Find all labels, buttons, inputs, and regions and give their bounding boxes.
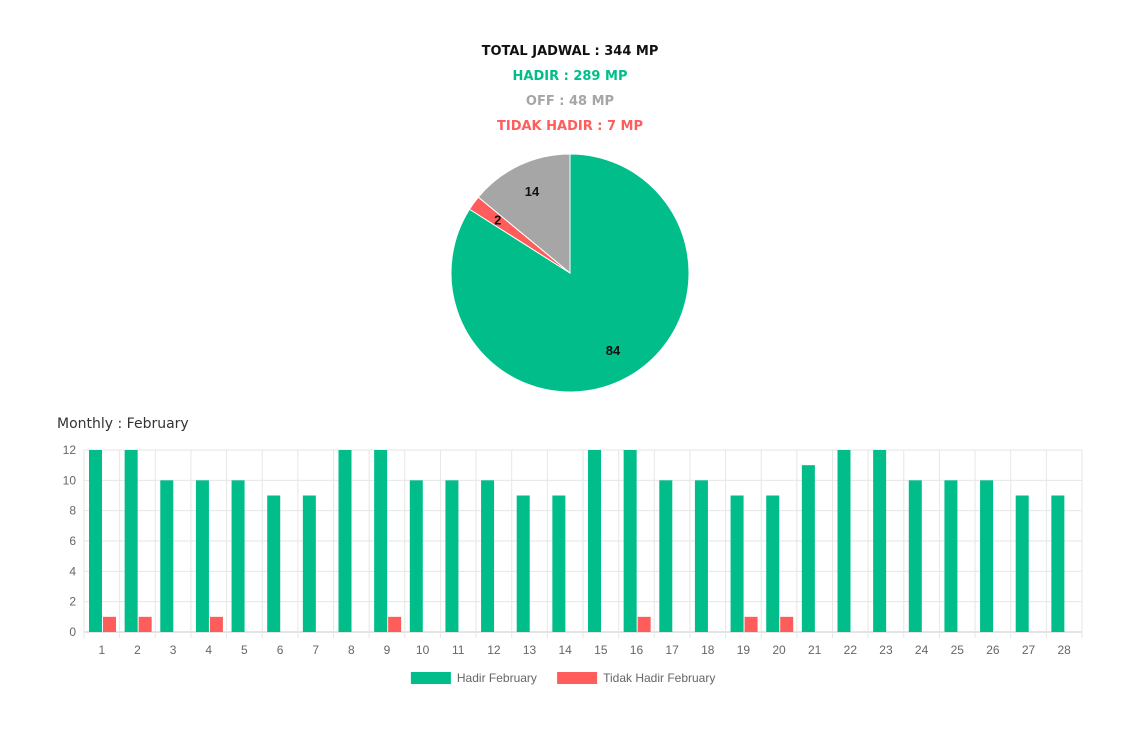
x-tick-label: 23 xyxy=(879,643,893,657)
legend-label: Hadir February xyxy=(457,671,537,685)
legend-swatch xyxy=(557,672,598,684)
bar-tidak-hadir[interactable] xyxy=(388,616,402,632)
bar-hadir[interactable] xyxy=(588,450,601,632)
x-tick-label: 9 xyxy=(384,643,391,657)
bar-hadir[interactable] xyxy=(516,495,530,633)
x-tick-label: 12 xyxy=(487,643,501,657)
x-tick-label: 14 xyxy=(558,643,572,657)
monthly-title: Monthly : February xyxy=(57,416,189,432)
legend-label: Tidak Hadir February xyxy=(603,671,715,685)
y-tick-label: 2 xyxy=(69,595,76,609)
hadir-label: HADIR : 289 MP xyxy=(512,69,628,84)
x-tick-label: 1 xyxy=(98,643,105,657)
bar-hadir[interactable] xyxy=(302,495,316,633)
x-tick-label: 11 xyxy=(452,643,465,657)
bar-hadir[interactable] xyxy=(659,480,673,632)
bar-tidak-hadir[interactable] xyxy=(138,616,152,632)
bar-hadir[interactable] xyxy=(124,450,138,632)
pie-slice-label: 14 xyxy=(525,184,540,199)
x-tick-label: 5 xyxy=(241,643,248,657)
bar-hadir[interactable] xyxy=(89,450,102,632)
attendance-pie-chart: 84 2 14 xyxy=(450,153,690,393)
x-tick-label: 24 xyxy=(915,643,929,657)
legend-item-hadir[interactable]: Hadir February xyxy=(410,671,537,685)
y-tick-label: 4 xyxy=(69,564,76,578)
bar-hadir[interactable] xyxy=(766,495,780,633)
bar-hadir[interactable] xyxy=(1051,495,1065,633)
bar-hadir[interactable] xyxy=(552,495,566,633)
x-tick-label: 26 xyxy=(986,643,1000,657)
bar-hadir[interactable] xyxy=(980,480,994,632)
bar-hadir[interactable] xyxy=(944,480,958,632)
x-tick-label: 28 xyxy=(1057,643,1071,657)
x-tick-label: 27 xyxy=(1022,643,1036,657)
bar-hadir[interactable] xyxy=(801,465,815,632)
bar-hadir[interactable] xyxy=(623,450,637,632)
pie-slice-label: 84 xyxy=(606,343,621,358)
bar-hadir[interactable] xyxy=(730,495,744,633)
bar-hadir[interactable] xyxy=(694,480,708,632)
bar-hadir[interactable] xyxy=(1015,495,1029,633)
x-tick-label: 4 xyxy=(205,643,212,657)
off-label: OFF : 48 MP xyxy=(525,94,615,109)
x-tick-label: 10 xyxy=(416,643,430,657)
bar-hadir[interactable] xyxy=(409,480,423,632)
legend-item-tidak-hadir[interactable]: Tidak Hadir February xyxy=(557,671,715,685)
x-tick-label: 8 xyxy=(348,643,355,657)
bar-hadir[interactable] xyxy=(338,450,352,632)
x-tick-label: 3 xyxy=(170,643,177,657)
pie-slice-off[interactable] xyxy=(477,153,571,275)
bar-hadir[interactable] xyxy=(837,450,851,632)
y-tick-label: 6 xyxy=(69,534,76,548)
x-tick-label: 21 xyxy=(808,643,822,657)
total-jadwal-label: TOTAL JADWAL : 344 MP xyxy=(481,44,659,59)
bar-hadir[interactable] xyxy=(231,480,245,632)
x-tick-label: 17 xyxy=(665,643,679,657)
pie-slice-label: 2 xyxy=(494,213,501,228)
bar-tidak-hadir[interactable] xyxy=(103,616,116,632)
bar-tidak-hadir[interactable] xyxy=(637,616,651,632)
summary-block: TOTAL JADWAL : 344 MP HADIR : 289 MP OFF… xyxy=(0,39,1140,139)
bar-hadir[interactable] xyxy=(908,480,922,632)
x-tick-label: 22 xyxy=(844,643,858,657)
x-tick-label: 19 xyxy=(737,643,751,657)
bar-hadir[interactable] xyxy=(873,450,887,632)
bar-hadir[interactable] xyxy=(195,480,209,632)
x-tick-label: 25 xyxy=(951,643,965,657)
bar-hadir[interactable] xyxy=(445,480,459,632)
bar-tidak-hadir[interactable] xyxy=(209,616,223,632)
bar-hadir[interactable] xyxy=(374,450,388,632)
bar-hadir[interactable] xyxy=(267,495,281,633)
x-tick-label: 18 xyxy=(701,643,715,657)
x-tick-label: 2 xyxy=(134,643,141,657)
x-tick-label: 20 xyxy=(772,643,786,657)
bar-tidak-hadir[interactable] xyxy=(780,616,794,632)
bar-hadir[interactable] xyxy=(481,480,495,632)
y-tick-label: 8 xyxy=(69,504,76,518)
bar-hadir[interactable] xyxy=(160,480,174,632)
x-tick-label: 16 xyxy=(630,643,644,657)
tidak-hadir-label: TIDAK HADIR : 7 MP xyxy=(496,119,644,134)
legend-swatch xyxy=(410,672,451,684)
bar-tidak-hadir[interactable] xyxy=(744,616,758,632)
y-tick-label: 12 xyxy=(63,443,77,457)
x-tick-label: 13 xyxy=(523,643,537,657)
x-tick-label: 6 xyxy=(277,643,284,657)
y-tick-label: 0 xyxy=(69,625,76,639)
x-tick-label: 15 xyxy=(594,643,608,657)
y-tick-label: 10 xyxy=(63,473,77,487)
x-tick-label: 7 xyxy=(312,643,319,657)
